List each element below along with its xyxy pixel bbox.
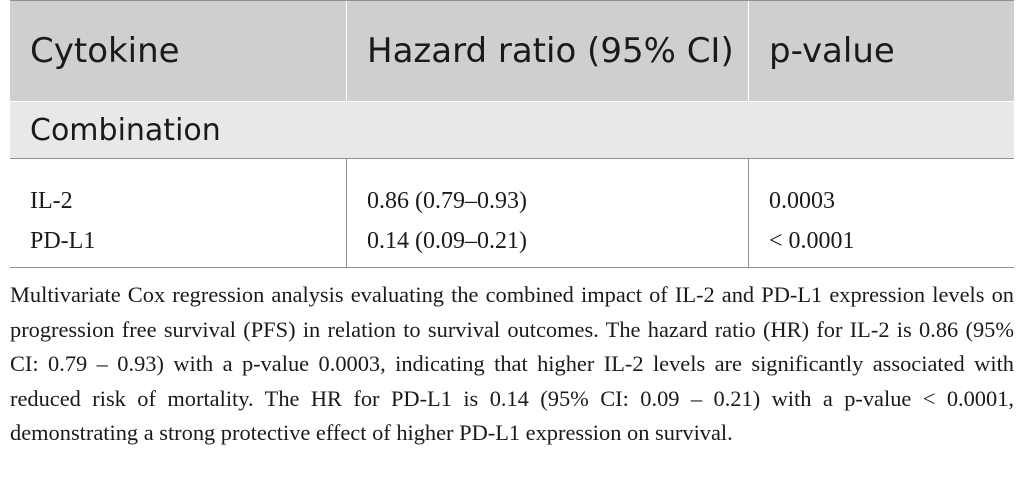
section-row-combination: Combination — [10, 101, 1014, 159]
hazard-ratio-column: 0.86 (0.79–0.93) 0.14 (0.09–0.21) — [346, 159, 748, 267]
cytokine-il2: IL-2 — [30, 188, 73, 214]
p-value-column: 0.0003 < 0.0001 — [748, 159, 1014, 267]
cytokine-column: IL-2 PD-L1 — [10, 159, 346, 267]
p-value-il2: 0.0003 — [769, 188, 835, 214]
table-caption: Multivariate Cox regression analysis eva… — [10, 282, 1014, 446]
table-header-row: Cytokine Hazard ratio (95% CI) p-value — [10, 0, 1014, 101]
header-hazard-ratio: Hazard ratio (95% CI) — [346, 1, 748, 101]
results-table: Cytokine Hazard ratio (95% CI) p-value C… — [10, 0, 1014, 268]
header-p-value: p-value — [748, 1, 1014, 101]
cytokine-pdl1: PD-L1 — [30, 228, 96, 254]
section-label: Combination — [30, 112, 221, 148]
hazard-ratio-il2: 0.86 (0.79–0.93) — [367, 188, 527, 214]
hazard-ratio-pdl1: 0.14 (0.09–0.21) — [367, 228, 527, 254]
p-value-pdl1: < 0.0001 — [769, 228, 855, 254]
header-cytokine: Cytokine — [30, 31, 180, 71]
table-data-row: IL-2 PD-L1 0.86 (0.79–0.93) 0.14 (0.09–0… — [10, 159, 1014, 268]
